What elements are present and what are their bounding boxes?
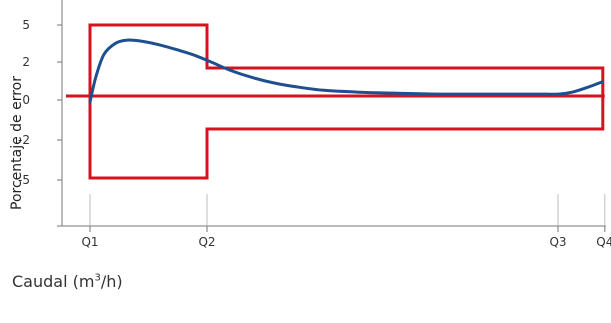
x-axis-unit-end: /h) [100, 272, 123, 291]
x-axis-title: Caudal (m3/h) [12, 272, 123, 291]
y-tick-label: 0 [22, 93, 30, 107]
x-tick-label: Q4 [596, 235, 611, 249]
y-tick-label: -5 [18, 173, 30, 187]
x-axis-unit-base: (m [72, 272, 95, 291]
x-tick-label: Q1 [81, 235, 98, 249]
x-tick-label: Q2 [198, 235, 215, 249]
axes-layer [57, 0, 606, 232]
error-envelope-layer [66, 23, 605, 180]
y-tick-label: -2 [18, 133, 30, 147]
error-envelope [88, 23, 605, 180]
series-layer [88, 38, 604, 104]
error-curve-series [88, 38, 604, 104]
y-axis-title: Porcentaje de error [9, 76, 25, 210]
x-axis-label: Caudal [12, 272, 68, 291]
x-axis-unit-exp: 3 [94, 272, 101, 284]
y-tick-label: 5 [22, 18, 30, 32]
labels-layer: 5 2 0 -2 -5 Q1 Q2 Q3 Q4 Porcentaje de error [9, 18, 611, 249]
y-tick-label: 2 [22, 55, 30, 69]
x-tick-label: Q3 [549, 235, 566, 249]
